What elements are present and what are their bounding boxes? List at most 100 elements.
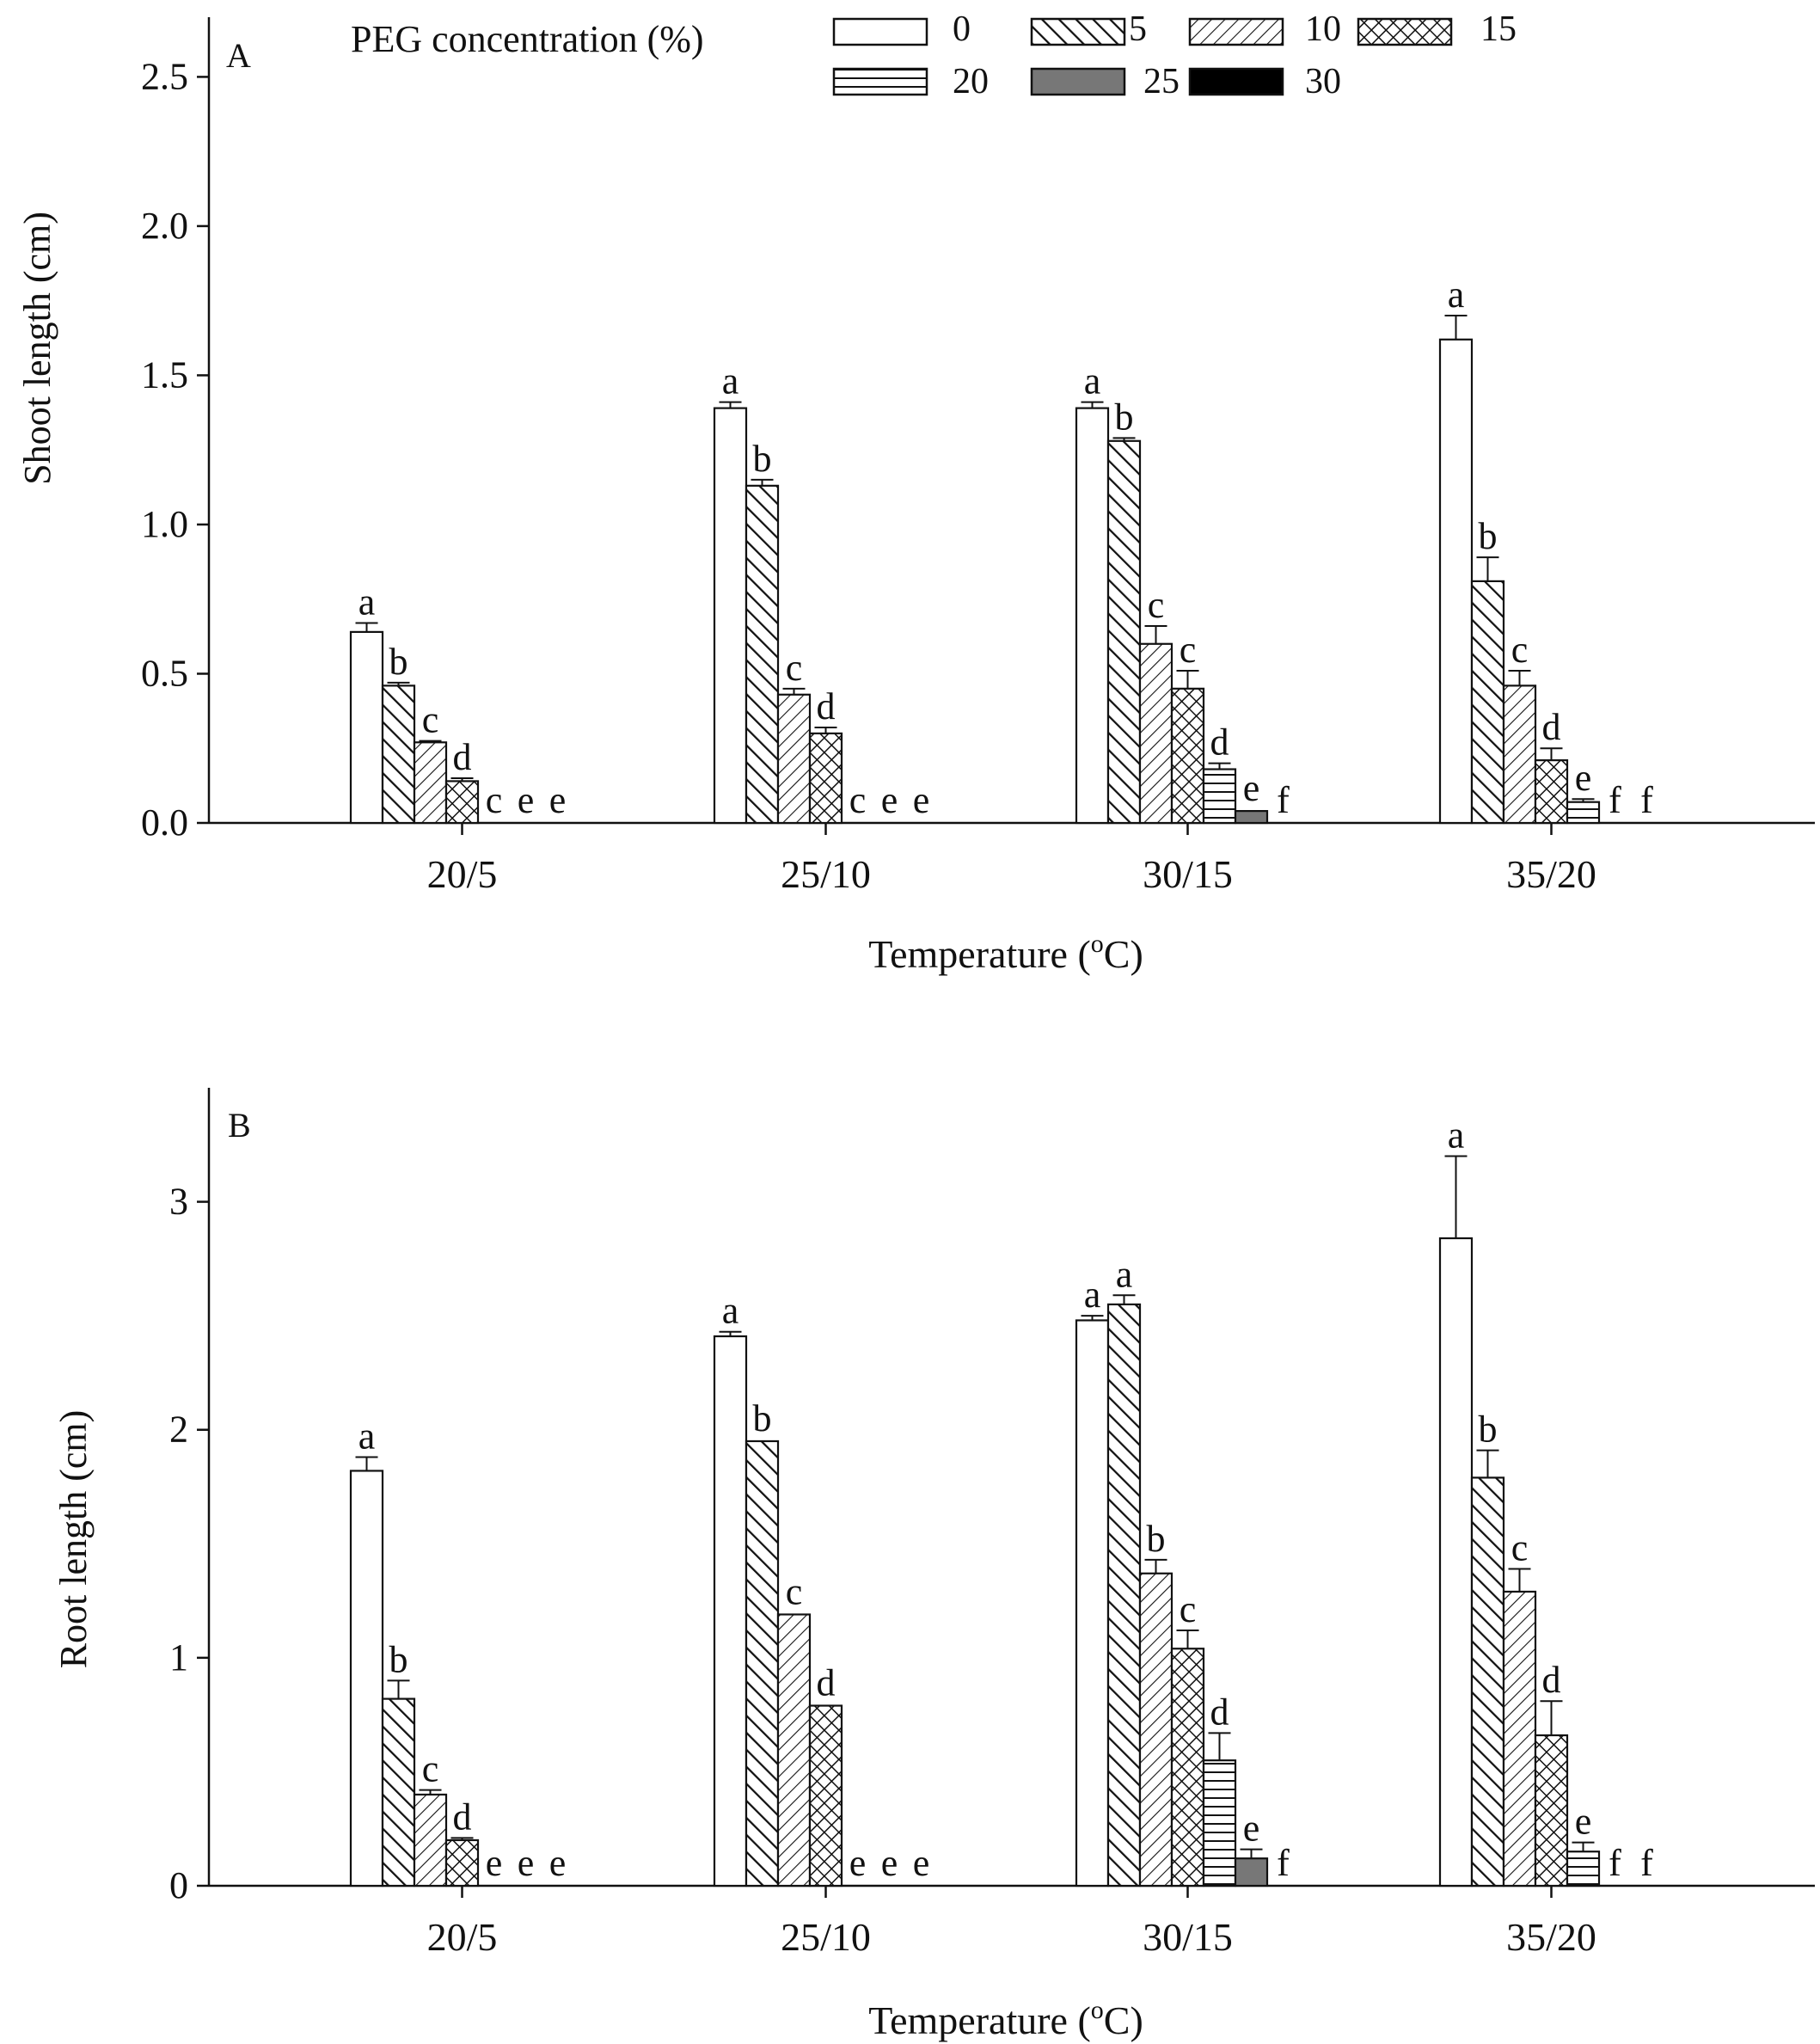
- panel-a-sig-letter: e: [518, 779, 535, 821]
- panel-b-x-label-text: Temperature (: [868, 1998, 1091, 2042]
- panel-b-bar-35-20-peg-20: [1566, 1851, 1601, 1887]
- panel-a-bar-35-20-peg-0: [1438, 338, 1474, 825]
- panel-b-x-tick-label: 35/20: [1506, 1915, 1596, 1959]
- panel-a-bar-25-10-peg-5: [745, 484, 780, 825]
- panel-a-sig-letter: b: [753, 438, 772, 480]
- legend-swatch-30: [1188, 67, 1284, 96]
- panel-a-sig-letter: d: [453, 736, 472, 778]
- panel-b-sig-letter: a: [1084, 1274, 1101, 1316]
- panel-a-sig-letter: d: [1542, 706, 1561, 748]
- panel-a-y-tick-label: 2.5: [141, 55, 188, 97]
- panel-b-sig-letter: e: [881, 1842, 898, 1884]
- panel-a-x-tick-label: 20/5: [427, 852, 498, 896]
- legend-swatch-5: [1030, 17, 1126, 46]
- panel-a-y-axis-label: Shoot length (cm): [16, 212, 58, 485]
- panel-a-sig-letter: c: [849, 779, 867, 821]
- panel-b-bar-30-15-peg-20: [1202, 1759, 1237, 1887]
- panel-b-bar-20-5-peg-10: [413, 1793, 448, 1887]
- legend-item-0: 0: [832, 9, 971, 49]
- panel-a-y-tick-label: 0.0: [141, 801, 188, 844]
- panel-a-sig-letter: c: [486, 779, 503, 821]
- panel-a-sig-letter: b: [1115, 396, 1134, 438]
- panel-b-label: B: [228, 1106, 251, 1145]
- panel-a-bar-30-15-peg-10: [1138, 642, 1174, 825]
- panel-b-bar-35-20-peg-5: [1470, 1476, 1505, 1887]
- legend-label-10: 10: [1305, 9, 1341, 49]
- legend-item-5: 5: [1030, 9, 1147, 49]
- panel-b-x-tick-label: 25/10: [781, 1915, 871, 1959]
- panel-b-sig-letter: e: [518, 1842, 535, 1884]
- panel-b-sig-letter: b: [389, 1638, 408, 1680]
- panel-b-bar-35-20-peg-0: [1438, 1237, 1474, 1887]
- panel-b-sig-letter: e: [549, 1842, 567, 1884]
- panel-b-bar-20-5-peg-15: [444, 1838, 480, 1887]
- panel-a-sig-letter: a: [1448, 273, 1465, 316]
- legend-swatch-10: [1188, 17, 1284, 46]
- panel-a-y-tick-label: 2.0: [141, 205, 188, 247]
- panel-b-bar-35-20-peg-15: [1534, 1734, 1569, 1887]
- panel-a-sig-letter: c: [1511, 629, 1529, 671]
- panel-a-bar-30-15-peg-20: [1202, 768, 1237, 825]
- panel-b-sig-letter: a: [358, 1415, 376, 1458]
- panel-b-sig-letter: c: [1511, 1526, 1529, 1568]
- panel-a-bar-25-10-peg-0: [713, 407, 748, 825]
- panel-b-sig-letter: f: [1609, 1842, 1621, 1884]
- legend-label-20: 20: [953, 62, 989, 101]
- panel-b-sig-letter: d: [453, 1795, 472, 1838]
- panel-b-sig-letter: d: [1210, 1691, 1229, 1733]
- panel-b-bar-20-5-peg-0: [349, 1470, 384, 1887]
- panel-a-sig-letter: d: [1210, 721, 1229, 764]
- panel-b-bar-25-10-peg-5: [745, 1439, 780, 1887]
- panel-a-y-tick-label: 1.0: [141, 503, 188, 545]
- legend-item-30: 30: [1188, 62, 1341, 101]
- panel-b-x-label-unit: C): [1104, 1998, 1143, 2042]
- panel-b-y-tick-label: 1: [169, 1636, 188, 1679]
- panel-b-bar-25-10-peg-0: [713, 1335, 748, 1887]
- panel-b-sig-letter: c: [1180, 1588, 1197, 1630]
- panel-a-sig-letter: e: [1575, 757, 1592, 799]
- panel-a-sig-letter: a: [722, 360, 739, 402]
- legend-item-25: 25: [1030, 62, 1180, 101]
- panel-b-sig-letter: b: [1147, 1518, 1166, 1560]
- panel-a-sig-letter: e: [1243, 767, 1260, 809]
- panel-b-sig-letter: a: [1448, 1114, 1465, 1157]
- legend-item-15: 15: [1357, 9, 1517, 49]
- panel-b-sig-letter: b: [753, 1397, 772, 1439]
- panel-a-x-axis-label: Temperature (oC): [868, 930, 1143, 976]
- legend-swatch-0: [832, 17, 928, 46]
- panel-b-bar-30-15-peg-0: [1075, 1319, 1110, 1887]
- panel-b-y-tick-label: 3: [169, 1181, 188, 1223]
- panel-a-y-tick-label: 0.5: [141, 652, 188, 694]
- panel-b-sig-letter: a: [1116, 1253, 1133, 1295]
- panel-a-x-label-text: Temperature (: [868, 932, 1091, 976]
- panel-a-bar-25-10-peg-15: [808, 732, 843, 825]
- legend-label-25: 25: [1143, 62, 1180, 101]
- legend-label-0: 0: [953, 9, 971, 49]
- panel-b-sig-letter: f: [1640, 1842, 1653, 1884]
- panel-b-y-axis-label: Root length (cm): [52, 1410, 95, 1669]
- panel-a-sig-letter: c: [1148, 584, 1165, 626]
- panel-a-sig-letter: e: [549, 779, 567, 821]
- panel-a-bar-20-5-peg-0: [349, 630, 384, 825]
- panel-a-bar-30-15-peg-5: [1106, 439, 1142, 825]
- panel-a-bar-20-5-peg-15: [444, 780, 480, 825]
- legend-swatch-15: [1357, 17, 1453, 46]
- panel-b-sig-letter: d: [817, 1662, 836, 1704]
- panel-b-y-tick-label: 2: [169, 1409, 188, 1451]
- panel-b-bar-30-15-peg-15: [1170, 1648, 1205, 1887]
- panel-a-sig-letter: e: [913, 779, 930, 821]
- panel-a-sig-letter: c: [786, 647, 803, 689]
- legend-label-15: 15: [1480, 9, 1517, 49]
- panel-a-bar-35-20-peg-10: [1502, 684, 1537, 825]
- panel-a-bar-20-5-peg-5: [381, 684, 416, 825]
- panel-a-label: A: [226, 36, 251, 75]
- panel-b-bar-25-10-peg-10: [776, 1613, 812, 1887]
- legend: PEG concentration (%) 0 5 10 15 20 25 30: [351, 9, 1517, 101]
- legend-title: PEG concentration (%): [351, 18, 704, 60]
- panel-a-bar-20-5-peg-10: [413, 741, 448, 825]
- panel-a-plot: 0.0 0.5 1.0 1.5 2.0 2.5 20/5 25/10 30/15 35/20 a a a…: [141, 17, 1815, 896]
- panel-b-sig-letter: e: [1243, 1808, 1260, 1850]
- panel-a-sig-letter: b: [1479, 515, 1498, 557]
- panel-a-x-tick-label: 30/15: [1143, 852, 1233, 896]
- panel-b-x-tick-label: 20/5: [427, 1915, 498, 1959]
